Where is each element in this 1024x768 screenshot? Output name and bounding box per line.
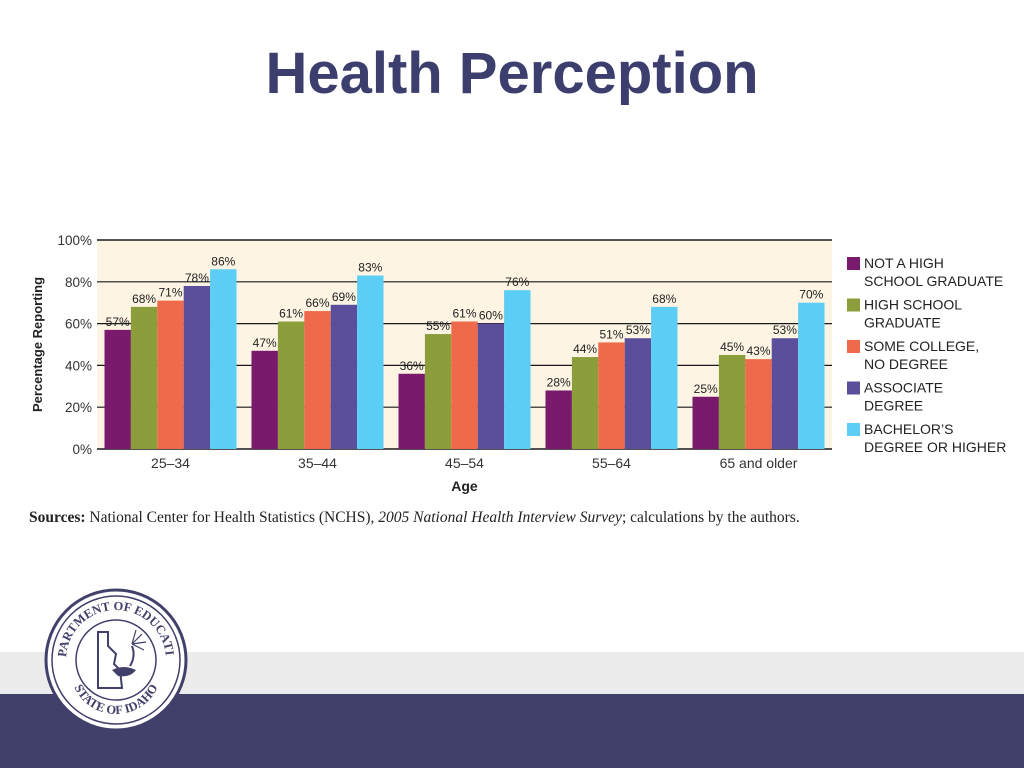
x-tick-label: 55–64 — [592, 455, 631, 471]
legend-label: NO DEGREE — [864, 356, 948, 372]
bar-value-label: 28% — [547, 375, 571, 389]
bar-value-label: 83% — [358, 261, 382, 275]
legend-label: BACHELOR’S — [864, 421, 953, 437]
bar-value-label: 66% — [305, 296, 329, 310]
legend-swatch — [847, 340, 860, 353]
bar — [357, 275, 384, 449]
legend-swatch — [847, 298, 860, 312]
x-tick-label: 65 and older — [720, 455, 798, 471]
legend-label: GRADUATE — [864, 315, 941, 331]
y-tick-label: 20% — [65, 400, 92, 415]
bar-value-label: 68% — [652, 292, 676, 306]
x-tick-label: 35–44 — [298, 455, 337, 471]
bar-value-label: 47% — [253, 336, 277, 350]
sources-note: Sources: National Center for Health Stat… — [29, 509, 1009, 527]
sources-label: Sources: — [29, 509, 86, 526]
department-seal-logo: DEPARTMENT OF EDUCATION STATE OF IDAHO — [44, 588, 188, 732]
y-axis-label: Percentage Reporting — [30, 277, 45, 412]
bar-value-label: 71% — [158, 286, 182, 300]
y-tick-label: 80% — [65, 275, 92, 290]
legend-label: HIGH SCHOOL — [864, 297, 962, 313]
legend-label: DEGREE OR HIGHER — [864, 439, 1006, 455]
bar — [504, 290, 531, 449]
bar-value-label: 55% — [426, 319, 450, 333]
y-tick-label: 40% — [65, 358, 92, 373]
bar — [277, 321, 305, 449]
bar — [451, 321, 478, 449]
bar — [251, 350, 278, 449]
legend-label: NOT A HIGH — [864, 255, 944, 271]
bar — [104, 329, 131, 449]
y-tick-label: 100% — [57, 233, 92, 248]
sources-text-end: ; calculations by the authors. — [621, 509, 800, 526]
bar — [571, 357, 599, 449]
bar-value-label: 76% — [505, 275, 529, 289]
bar — [477, 323, 505, 449]
bar-value-label: 53% — [773, 323, 797, 337]
bar — [210, 269, 237, 449]
bar — [651, 306, 678, 449]
legend-swatch — [847, 423, 860, 436]
bar-value-label: 36% — [400, 359, 424, 373]
bar-value-label: 45% — [720, 340, 744, 354]
x-tick-label: 25–34 — [151, 455, 190, 471]
bar-value-label: 69% — [332, 290, 356, 304]
y-tick-label: 60% — [65, 317, 92, 332]
bar — [183, 285, 211, 449]
bar — [424, 334, 452, 449]
survey-name: 2005 National Health Interview Survey — [378, 509, 622, 526]
bar — [798, 302, 825, 449]
legend: NOT A HIGH SCHOOL GRADUATE HIGH SCHOOL GRAD… — [847, 255, 1006, 455]
legend-label: DEGREE — [864, 398, 923, 414]
y-tick-label: 0% — [72, 442, 92, 457]
bar-value-label: 70% — [799, 288, 823, 302]
bar-value-label: 61% — [452, 307, 476, 321]
legend-label: SOME COLLEGE, — [864, 338, 979, 354]
bar — [598, 342, 625, 449]
sources-text: National Center for Health Statistics (N… — [89, 509, 379, 526]
bar — [545, 390, 572, 449]
bar-value-label: 53% — [626, 323, 650, 337]
bar — [771, 338, 799, 449]
bar — [692, 396, 719, 449]
bar-value-label: 86% — [211, 254, 235, 268]
bar — [398, 373, 425, 449]
bar-value-label: 25% — [694, 382, 718, 396]
bar-value-label: 57% — [106, 315, 130, 329]
bar — [304, 311, 331, 449]
bar — [157, 300, 184, 449]
x-axis-label: Age — [451, 478, 478, 494]
bar-value-label: 51% — [599, 327, 623, 341]
legend-swatch — [847, 257, 860, 270]
bar-value-label: 43% — [746, 344, 770, 358]
bar-value-label: 78% — [185, 271, 209, 285]
bar-labels: 57%68% 71%78%86%47%61%66% 69%83%36%55%61% 6… — [106, 254, 824, 395]
bar-chart: 0%20%40%60%80%100% 57%68% 71%78%86%47%61%… — [30, 233, 1006, 494]
legend-label: ASSOCIATE — [864, 380, 943, 396]
slide-title: Health Perception — [265, 41, 759, 106]
bar — [745, 359, 772, 449]
legend-swatch — [847, 381, 860, 395]
bar-value-label: 44% — [573, 342, 597, 356]
bar — [718, 354, 746, 449]
bar-value-label: 60% — [479, 309, 503, 323]
legend-label: SCHOOL GRADUATE — [864, 273, 1003, 289]
bar — [130, 306, 158, 449]
bar — [330, 304, 358, 449]
x-tick-labels: 25–34 35–44 45–54 55–64 65 and older — [151, 455, 798, 471]
x-tick-label: 45–54 — [445, 455, 484, 471]
bar-value-label: 61% — [279, 307, 303, 321]
y-tick-labels: 0% 20% 40% 60% 80% 100% — [57, 233, 92, 457]
footer-band-dark — [0, 694, 1024, 768]
bar-value-label: 68% — [132, 292, 156, 306]
bar — [624, 338, 652, 449]
bars — [104, 269, 825, 449]
